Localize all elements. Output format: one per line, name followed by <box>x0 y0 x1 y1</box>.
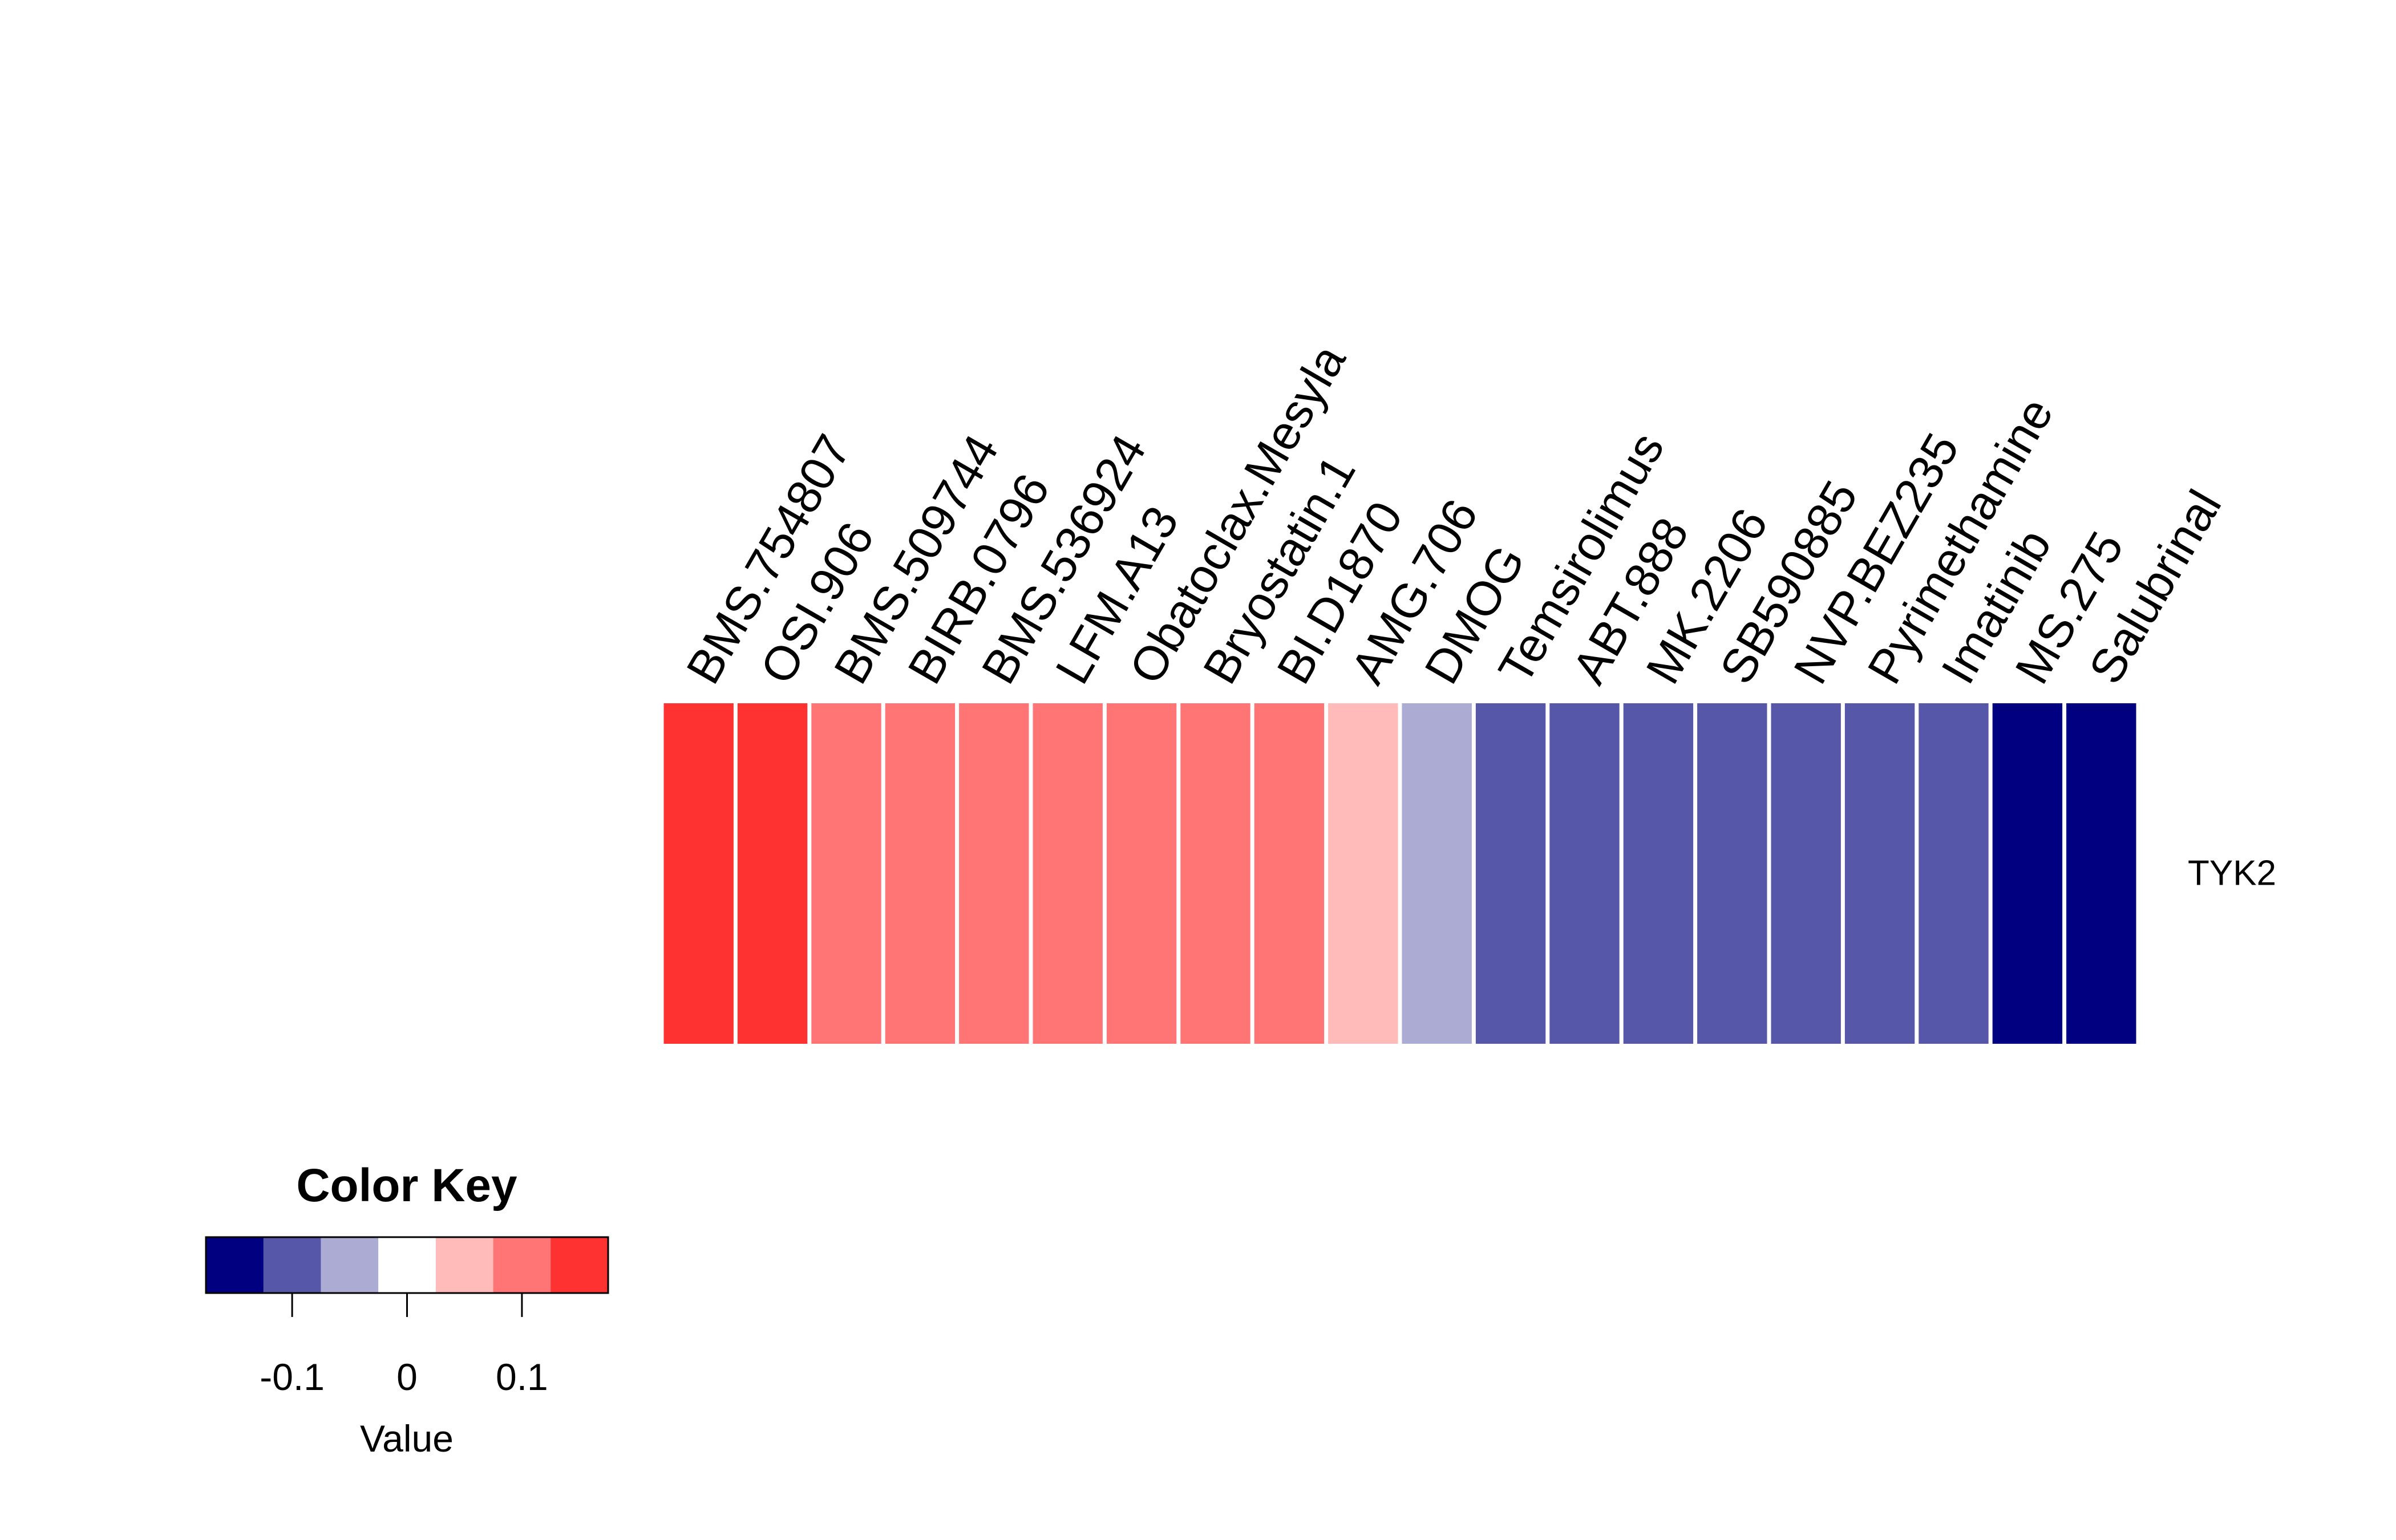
heatmap-cell <box>663 703 734 1044</box>
heatmap-cell <box>1328 703 1398 1044</box>
heatmap-cell <box>811 703 881 1044</box>
heatmap-cell <box>959 703 1029 1044</box>
heatmap-cell <box>1844 703 1915 1044</box>
heatmap-cell <box>2066 703 2136 1044</box>
heatmap-cell <box>1919 703 1989 1044</box>
color-key-tick-label: 0 <box>396 1356 418 1398</box>
color-key-bin <box>378 1237 436 1293</box>
heatmap-cell <box>1475 703 1546 1044</box>
color-key-xlabel: Value <box>360 1417 454 1460</box>
row-labels: TYK2 <box>2188 854 2276 893</box>
color-key: Color Key -0.1 0 0.1 Value <box>205 1160 609 1460</box>
heatmap-cell <box>1402 703 1472 1044</box>
heatmap-cell <box>1254 703 1325 1044</box>
heatmap-cell <box>1992 703 2063 1044</box>
heatmap-cell <box>1771 703 1841 1044</box>
color-key-bin <box>435 1237 494 1293</box>
color-key-title: Color Key <box>296 1160 517 1211</box>
heatmap-cell <box>885 703 956 1044</box>
heatmap-cell <box>1623 703 1694 1044</box>
heatmap-cell <box>1106 703 1177 1044</box>
heatmap-cells <box>663 703 2136 1044</box>
color-key-ticks: -0.1 0 0.1 <box>260 1293 548 1398</box>
color-key-bin <box>493 1237 551 1293</box>
heatmap-cell <box>1180 703 1250 1044</box>
color-key-bin <box>263 1237 321 1293</box>
color-key-tick-label: 0.1 <box>496 1356 548 1398</box>
color-key-bins <box>206 1237 609 1293</box>
heatmap-cell <box>1697 703 1767 1044</box>
column-labels: BMS.754807OSI.906BMS.509744BIRB.0796BMS.… <box>676 336 2232 692</box>
heatmap-cell <box>737 703 808 1044</box>
heatmap-cell <box>1033 703 1103 1044</box>
color-key-bin <box>551 1237 609 1293</box>
color-key-bin <box>321 1237 379 1293</box>
color-key-bin <box>206 1237 264 1293</box>
color-key-tick-label: -0.1 <box>260 1356 325 1398</box>
row-label: TYK2 <box>2188 854 2276 893</box>
heatmap-cell <box>1549 703 1620 1044</box>
